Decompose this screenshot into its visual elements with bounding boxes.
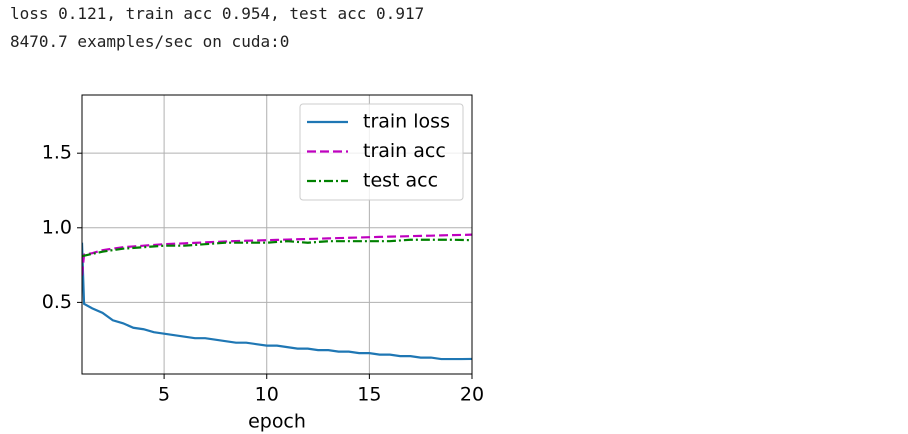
y-tick-label: 1.5 <box>42 142 72 164</box>
x-tick-label: 20 <box>460 384 484 406</box>
log-line: loss 0.121, train acc 0.954, test acc 0.… <box>10 4 425 23</box>
series-line <box>82 242 472 361</box>
y-tick-label: 1.0 <box>42 216 72 238</box>
legend-label: train loss <box>363 111 450 133</box>
x-tick-label: 5 <box>158 384 170 406</box>
y-tick-label: 0.5 <box>42 291 72 313</box>
x-tick-label: 15 <box>357 384 381 406</box>
series-line <box>82 238 472 258</box>
axes-frame <box>81 94 473 375</box>
legend-label: test acc <box>363 170 438 192</box>
legend-box <box>299 103 464 201</box>
x-tick-label: 10 <box>255 384 279 406</box>
x-axis-label: epoch <box>248 411 306 433</box>
legend-label: train acc <box>363 140 446 162</box>
log-line: 8470.7 examples/sec on cuda:0 <box>10 32 290 51</box>
series-line <box>82 233 472 276</box>
